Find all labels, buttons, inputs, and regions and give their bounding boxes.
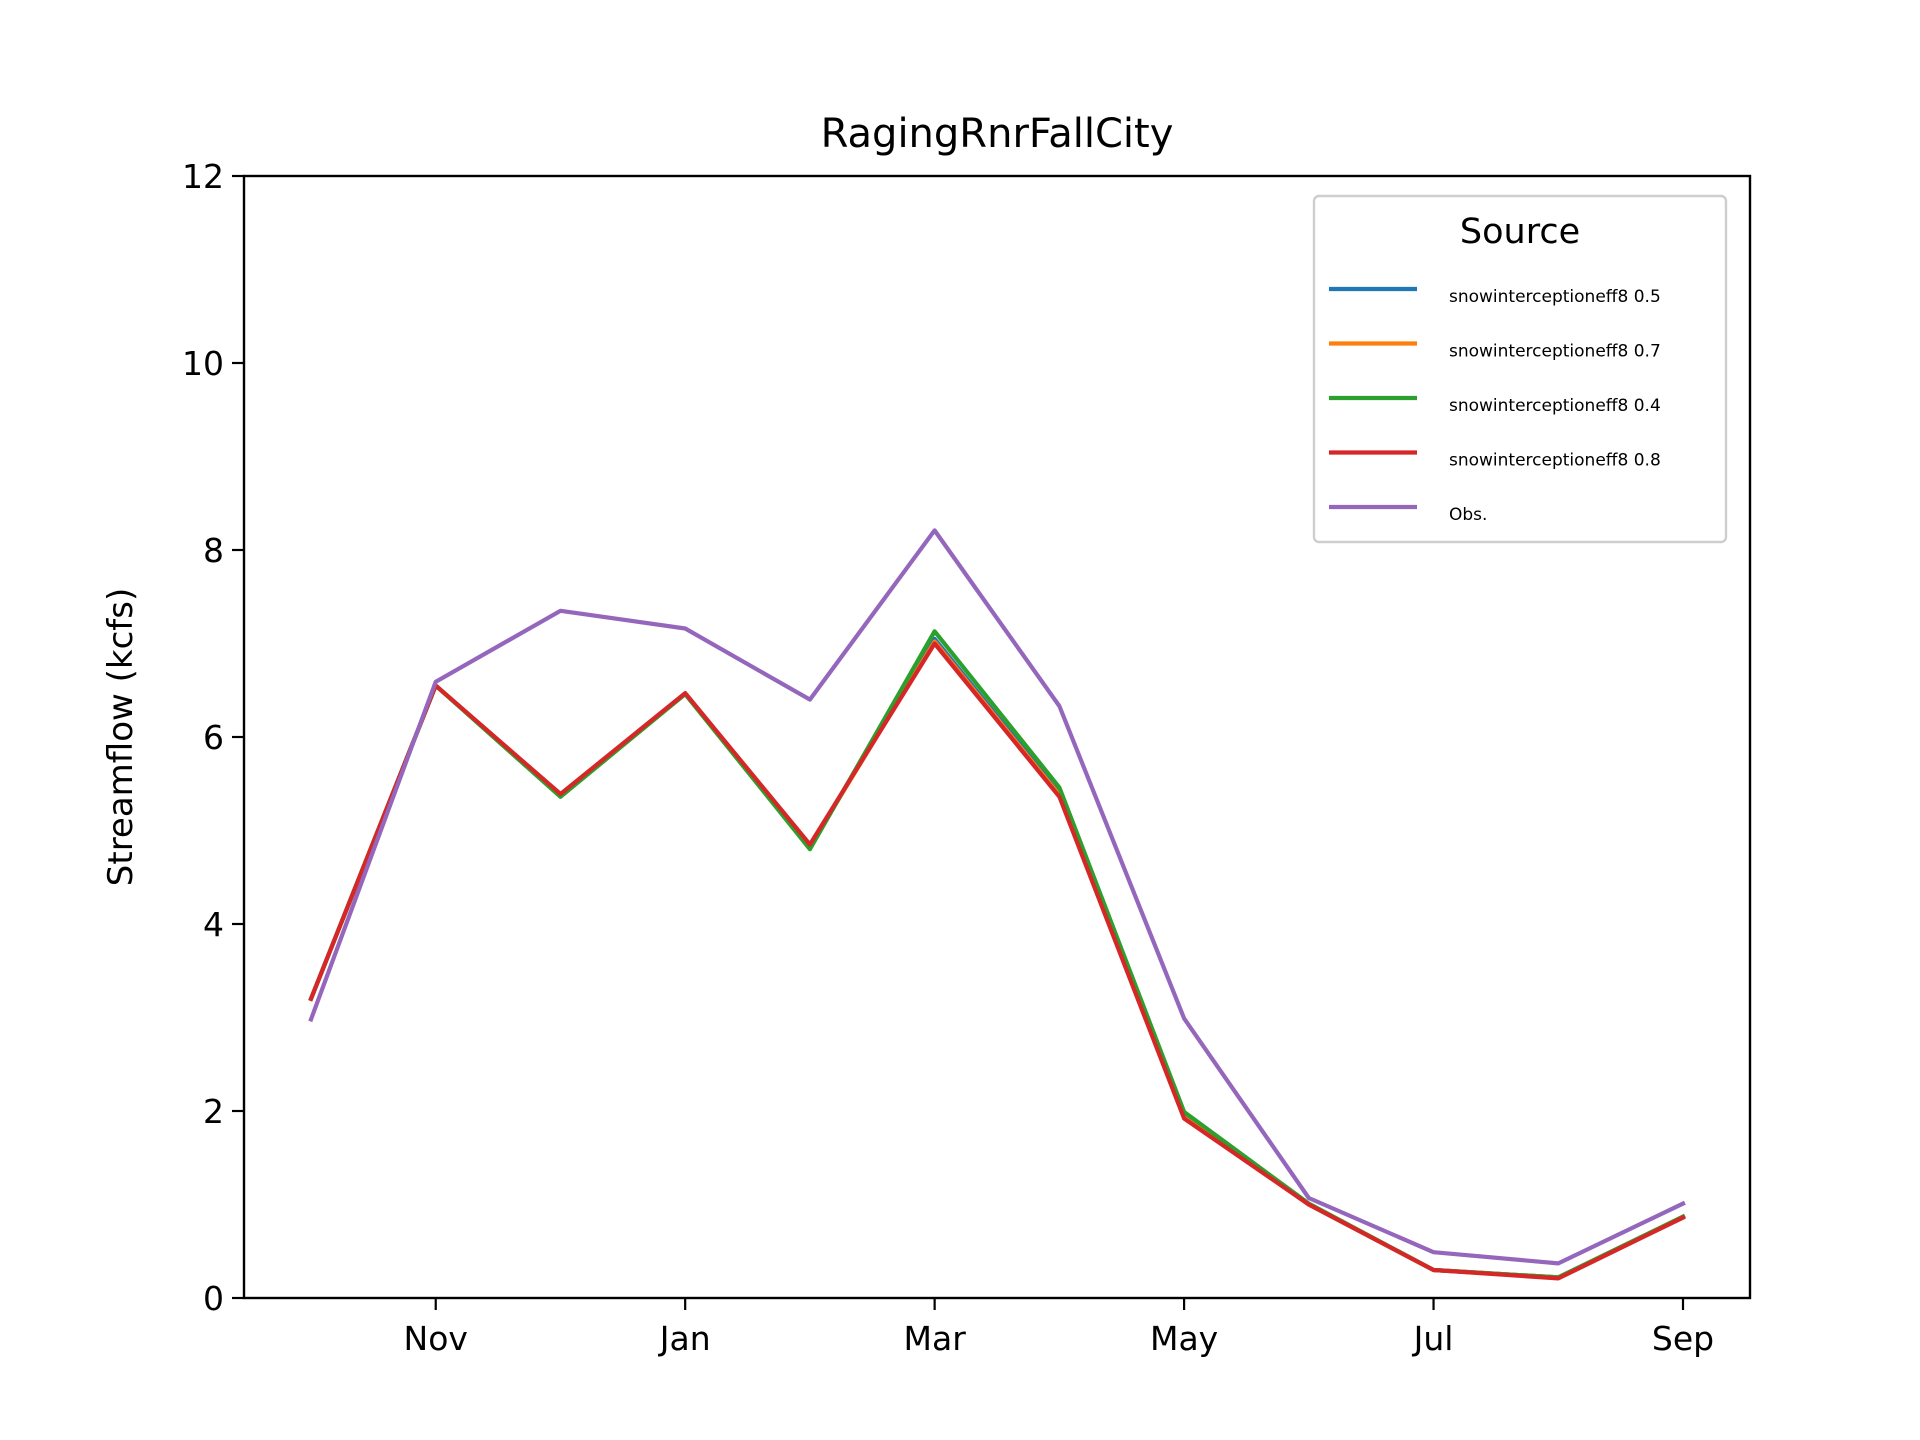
x-tick-label: Nov [404, 1319, 468, 1358]
legend-label-4: Obs. [1449, 505, 1487, 525]
series-line-3 [308, 641, 1686, 1281]
chart-title: RagingRnrFallCity [821, 111, 1174, 157]
y-tick-label: 12 [182, 157, 224, 196]
x-tick-label: Jan [658, 1319, 711, 1358]
legend: Source snowinterceptioneff8 0.5snowinter… [1312, 194, 1728, 544]
x-axis: Nov Jan Mar May Jul Sep [404, 1298, 1714, 1358]
legend-items: snowinterceptioneff8 0.5 snowinterception… [1329, 286, 1661, 525]
y-tick-label: 8 [203, 531, 224, 570]
legend-label-0: snowinterceptioneff8 0.5 [1449, 287, 1661, 307]
x-tick-label: May [1150, 1319, 1218, 1358]
y-tick-label: 6 [203, 718, 224, 757]
legend-frame [1312, 194, 1728, 544]
legend-title: Source [1460, 212, 1580, 252]
series-line-4 [308, 528, 1686, 1266]
y-axis-label: Streamflow (kcfs) [101, 588, 141, 886]
series-layer [308, 528, 1686, 1281]
y-tick-label: 4 [203, 905, 224, 944]
x-tick-label: Jul [1412, 1319, 1454, 1358]
y-tick-label: 0 [203, 1279, 224, 1318]
legend-label-3: snowinterceptioneff8 0.8 [1449, 451, 1661, 471]
legend-label-1: snowinterceptioneff8 0.7 [1449, 342, 1661, 362]
x-tick-label: Mar [904, 1319, 967, 1358]
y-axis: 0 2 4 6 8 10 12 [182, 157, 244, 1318]
legend-label-2: snowinterceptioneff8 0.4 [1449, 396, 1661, 416]
x-tick-label: Sep [1652, 1319, 1714, 1358]
y-tick-label: 2 [203, 1092, 224, 1131]
y-tick-label: 10 [182, 344, 224, 383]
